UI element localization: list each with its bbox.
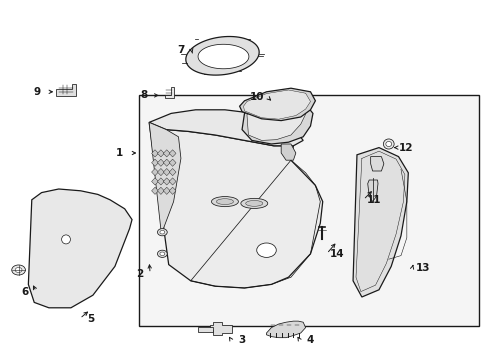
Text: 2: 2 <box>136 269 142 279</box>
Ellipse shape <box>240 198 267 208</box>
Polygon shape <box>210 322 232 335</box>
Polygon shape <box>157 187 164 194</box>
Polygon shape <box>151 178 158 185</box>
Polygon shape <box>163 150 170 157</box>
Polygon shape <box>157 168 164 176</box>
Polygon shape <box>169 187 176 194</box>
Polygon shape <box>281 144 295 160</box>
Polygon shape <box>169 159 176 166</box>
Polygon shape <box>164 87 173 98</box>
Text: 13: 13 <box>415 263 429 273</box>
Polygon shape <box>28 189 132 308</box>
Polygon shape <box>246 103 305 140</box>
Text: 8: 8 <box>141 90 147 100</box>
Ellipse shape <box>383 139 393 149</box>
Bar <box>139 95 478 326</box>
Text: 11: 11 <box>366 195 381 205</box>
Circle shape <box>256 243 276 257</box>
Text: 1: 1 <box>116 148 123 158</box>
Circle shape <box>160 252 164 256</box>
Circle shape <box>160 230 164 234</box>
Polygon shape <box>157 178 164 185</box>
Polygon shape <box>151 187 158 194</box>
Text: 12: 12 <box>398 143 412 153</box>
Polygon shape <box>169 168 176 176</box>
Ellipse shape <box>245 201 263 206</box>
Ellipse shape <box>216 199 233 204</box>
Polygon shape <box>242 101 312 144</box>
Polygon shape <box>157 159 164 166</box>
Text: 6: 6 <box>22 287 29 297</box>
Text: 10: 10 <box>249 92 264 102</box>
Polygon shape <box>198 44 248 69</box>
Circle shape <box>12 265 25 275</box>
Ellipse shape <box>385 141 391 147</box>
Polygon shape <box>198 327 212 332</box>
Text: 7: 7 <box>177 45 184 55</box>
Polygon shape <box>151 150 158 157</box>
Circle shape <box>157 250 167 257</box>
Text: 14: 14 <box>329 249 344 259</box>
Text: 4: 4 <box>306 335 314 345</box>
Polygon shape <box>163 168 170 176</box>
Polygon shape <box>367 180 377 202</box>
Polygon shape <box>243 90 310 119</box>
Polygon shape <box>149 110 303 146</box>
Polygon shape <box>163 159 170 166</box>
Polygon shape <box>352 148 407 297</box>
Circle shape <box>15 267 22 273</box>
Text: 9: 9 <box>33 87 40 97</box>
Polygon shape <box>370 157 383 171</box>
Polygon shape <box>157 150 164 157</box>
Polygon shape <box>151 168 158 176</box>
Polygon shape <box>163 187 170 194</box>
Polygon shape <box>151 159 158 166</box>
Ellipse shape <box>61 235 70 244</box>
Polygon shape <box>163 178 170 185</box>
Ellipse shape <box>211 197 238 207</box>
Polygon shape <box>149 122 322 288</box>
Polygon shape <box>169 150 176 157</box>
Text: 5: 5 <box>87 314 94 324</box>
Polygon shape <box>185 36 259 75</box>
Polygon shape <box>149 122 181 234</box>
Circle shape <box>157 229 167 236</box>
Polygon shape <box>169 178 176 185</box>
Polygon shape <box>239 88 315 121</box>
Text: 3: 3 <box>238 335 245 345</box>
Polygon shape <box>266 321 305 338</box>
Polygon shape <box>56 84 76 96</box>
